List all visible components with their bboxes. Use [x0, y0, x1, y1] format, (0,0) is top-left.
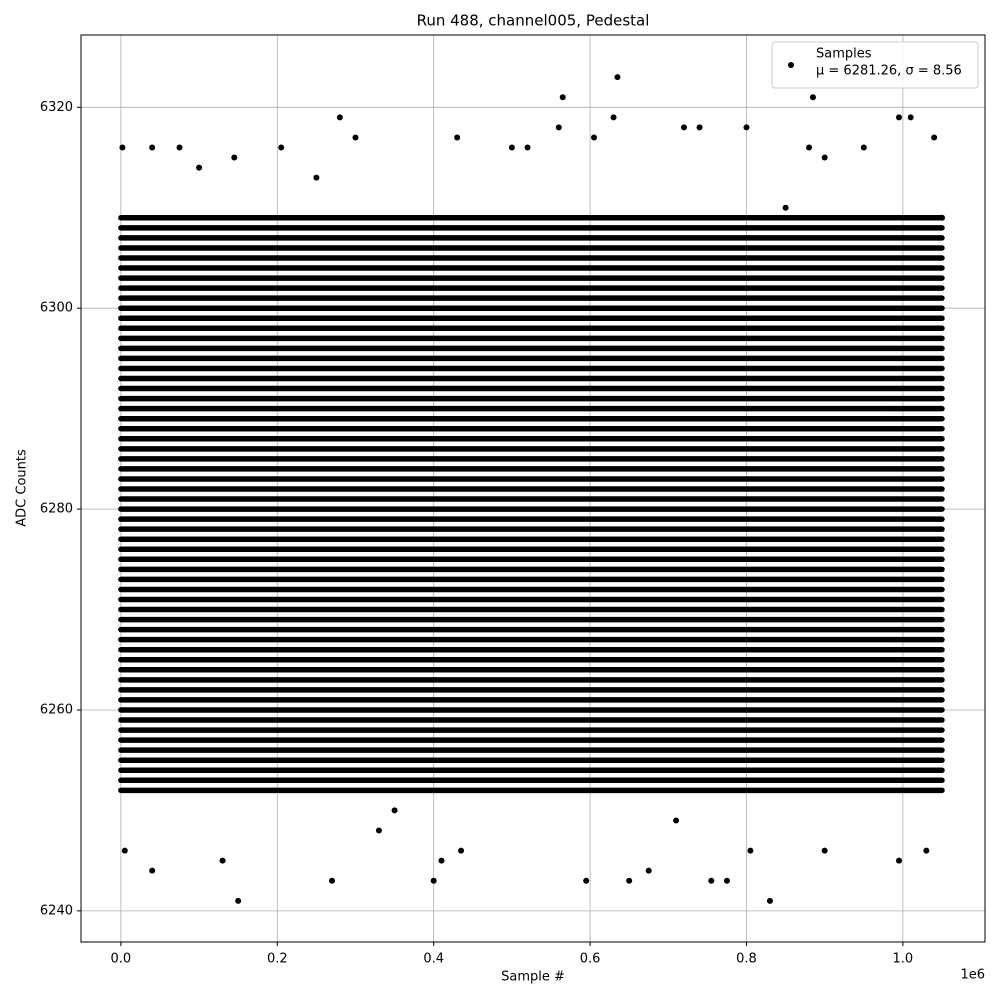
legend-marker [788, 62, 794, 68]
sample-point [508, 144, 515, 151]
x-tick-label: 0.0 [111, 952, 132, 967]
sample-point [723, 877, 730, 884]
y-axis-label: ADC Counts [15, 449, 30, 527]
sample-point [336, 114, 343, 121]
x-tick-label: 0.4 [423, 952, 444, 967]
sample-point [458, 847, 465, 854]
sample-point [524, 144, 531, 151]
sample-point [680, 124, 687, 131]
sample-point [555, 124, 562, 131]
sample-point [766, 897, 773, 904]
legend-box [771, 41, 979, 89]
x-tick-label: 1.0 [893, 952, 914, 967]
sample-point [743, 124, 750, 131]
sample-point [938, 214, 945, 221]
sample-point [931, 134, 938, 141]
sample-point [821, 154, 828, 161]
sample-point [895, 114, 902, 121]
legend-note: μ = 6281.26, σ = 8.56 [816, 64, 962, 79]
sample-point [454, 134, 461, 141]
y-tick-label: 6320 [40, 100, 73, 115]
sample-point [747, 847, 754, 854]
sample-point [821, 847, 828, 854]
sample-point [196, 164, 203, 171]
sample-point [559, 94, 566, 101]
sample-point [430, 877, 437, 884]
sample-point [708, 877, 715, 884]
sample-point [121, 847, 128, 854]
sample-point [895, 857, 902, 864]
sample-point [590, 134, 597, 141]
sample-point [119, 144, 126, 151]
chart-title: Run 488, channel005, Pedestal [417, 12, 650, 30]
sample-point [907, 114, 914, 121]
y-tick-label: 6280 [40, 502, 73, 517]
sample-point [149, 144, 156, 151]
x-axis-label: Sample # [501, 970, 565, 985]
y-tick-label: 6240 [40, 903, 73, 918]
sample-point [149, 867, 156, 874]
sample-point [626, 877, 633, 884]
sample-point [352, 134, 359, 141]
sample-point [235, 897, 242, 904]
sample-point [809, 94, 816, 101]
sample-point [696, 124, 703, 131]
sample-point [375, 827, 382, 834]
sample-point [673, 817, 680, 824]
sample-point [614, 74, 621, 81]
sample-point [610, 114, 617, 121]
sample-point [782, 204, 789, 211]
x-tick-label: 0.2 [267, 952, 288, 967]
sample-point [860, 144, 867, 151]
sample-point [219, 857, 226, 864]
sample-point [391, 807, 398, 814]
sample-point [438, 857, 445, 864]
sample-point [645, 867, 652, 874]
sample-point [806, 144, 813, 151]
plot-frame [80, 34, 986, 943]
x-tick-label: 0.8 [736, 952, 757, 967]
sample-point [313, 174, 320, 181]
sample-point [278, 144, 285, 151]
sample-point [176, 144, 183, 151]
legend-label: Samples [816, 47, 872, 62]
sample-point [329, 877, 336, 884]
y-tick-label: 6300 [40, 301, 73, 316]
x-offset-label: 1e6 [960, 968, 985, 983]
y-tick-label: 6260 [40, 702, 73, 717]
x-tick-label: 0.6 [580, 952, 601, 967]
sample-point [583, 877, 590, 884]
sample-point [231, 154, 238, 161]
sample-point [923, 847, 930, 854]
